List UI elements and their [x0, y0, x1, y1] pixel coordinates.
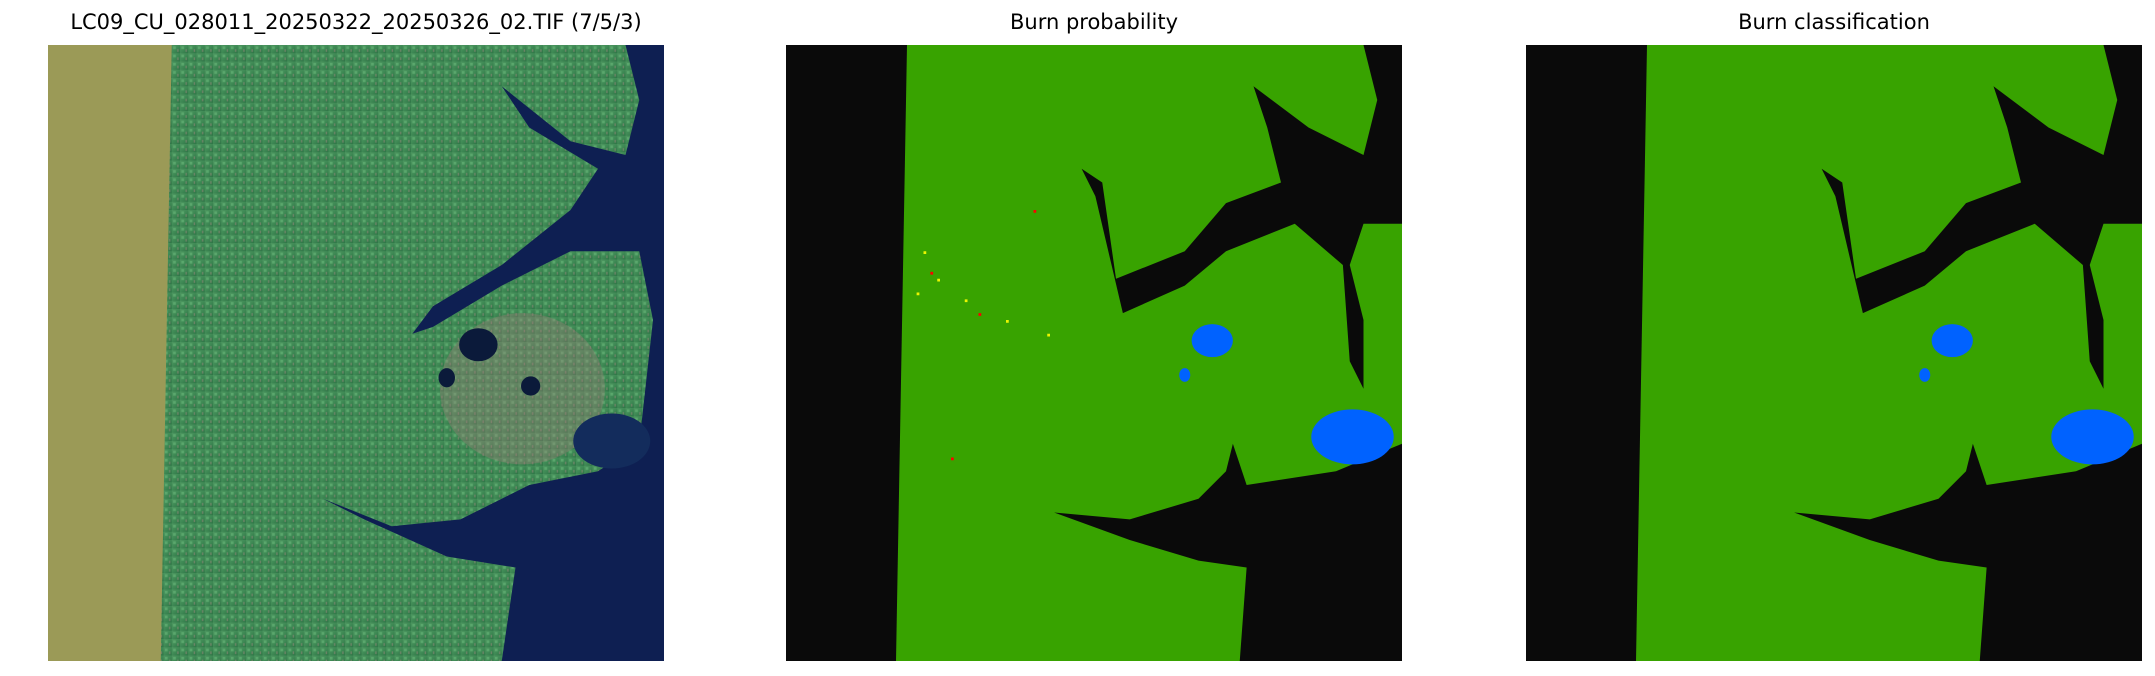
burn-probability-map: [786, 45, 1402, 661]
panel-title-burn-classification: Burn classification: [1738, 10, 1930, 34]
panel-title-rgb: LC09_CU_028011_20250322_20250326_02.TIF …: [70, 10, 642, 34]
burn-classification-map: [1526, 45, 2142, 661]
panel-title-burn-probability: Burn probability: [1009, 10, 1178, 34]
rgb-composite-image: [48, 45, 664, 661]
